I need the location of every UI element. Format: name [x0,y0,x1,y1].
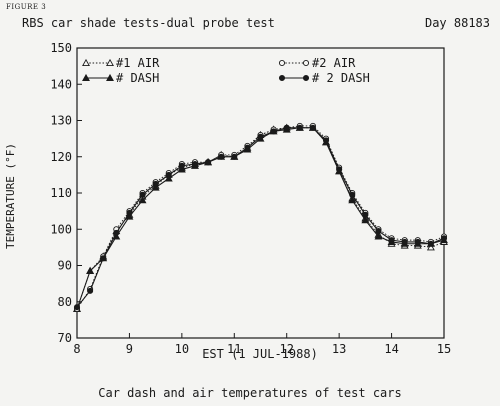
data-point-8 [177,165,186,173]
legend-label: #1 AIR [116,56,160,70]
series-4 [73,124,448,311]
legend-item-3: #2 AIR [278,56,356,70]
data-point-20 [336,166,343,173]
series-2 [73,123,448,313]
y-tick-label: 120 [50,150,72,164]
data-point-23 [375,228,382,235]
data-point-7 [164,174,173,182]
chart-title: RBS car shade tests-dual probe test [22,16,275,30]
data-point-25 [401,238,408,245]
data-point-9 [191,160,199,168]
y-tick-label: 100 [50,222,72,236]
data-point-23 [374,232,383,240]
legend: #1 AIR# DASH #2 AIR# 2 DASH [82,56,370,85]
y-tick-label: 140 [50,77,72,91]
y-tick-label: 150 [50,41,72,55]
data-point-17 [296,124,303,131]
x-tick-label: 13 [332,342,346,356]
data-point-0 [73,304,81,311]
data-point-13 [244,144,251,151]
data-point-8 [178,162,185,169]
x-tick-label: 15 [437,342,451,356]
data-point-1 [87,287,94,294]
plot-frame [76,47,445,339]
data-point-15 [270,128,277,135]
data-point-legend-b [106,73,114,82]
data-point-21 [348,196,357,204]
data-point-6 [152,180,159,187]
figure-caption: Car dash and air temperatures of test ca… [98,386,402,400]
data-point-22 [361,216,370,224]
data-point-24 [388,237,395,244]
data-point-6 [151,183,160,191]
data-point-7 [165,171,172,178]
legend-label: # 2 DASH [312,71,370,85]
y-tick-label: 130 [50,114,72,128]
data-point-2 [100,255,107,262]
legend-item-4: # 2 DASH [278,71,370,85]
y-tick-label: 80 [58,295,72,309]
data-point-22 [362,211,369,218]
x-axis-label: EST (1 JUL-1988) [202,347,318,361]
day-label: Day 88183 [424,16,490,30]
x-tick-label: 11 [227,342,241,356]
data-point-4 [126,209,133,216]
x-tick-label: 14 [384,342,398,356]
data-point-legend-a [82,73,90,82]
data-point-legend-a [82,58,90,67]
legend-item-2: # DASH [82,71,159,85]
data-point-11 [218,153,225,160]
data-point-12 [231,153,238,160]
data-point-1 [86,266,95,274]
data-point-10 [205,159,212,166]
series-layer [73,122,448,313]
series-line [76,125,445,310]
x-tick-label: 8 [73,342,80,356]
x-tick-label: 10 [175,342,189,356]
data-point-18 [309,124,316,131]
legend-label: # DASH [116,71,159,85]
data-point-21 [349,191,356,198]
legend-item-1: #1 AIR [82,56,160,70]
data-point-legend-b [302,59,310,67]
data-point-legend-b [302,74,310,82]
data-point-14 [257,133,264,140]
y-tick-label: 110 [50,186,72,200]
data-point-3 [113,229,120,236]
x-tick-label: 9 [126,342,133,356]
data-point-27 [427,240,434,247]
figure-label: FIGURE 3 [6,3,47,11]
data-point-26 [414,238,421,245]
data-point-legend-b [106,58,114,67]
data-point-5 [139,191,146,198]
data-point-19 [322,137,330,144]
data-point-legend-a [278,59,286,67]
data-point-28 [440,235,448,242]
legend-label: #2 AIR [312,56,356,70]
data-point-27 [426,243,435,251]
data-point-5 [138,196,147,204]
y-tick-label: 70 [58,331,72,345]
y-tick-label: 90 [58,259,72,273]
data-point-legend-a [278,74,286,82]
data-point-16 [283,124,290,131]
y-axis-label: TEMPERATURE (°F) [4,143,17,249]
x-tick-label: 12 [279,342,293,356]
axis-ticks: 8 9 10 11 12 13 14 15 70 80 90 100 110 120 130 140 150 [50,41,451,356]
